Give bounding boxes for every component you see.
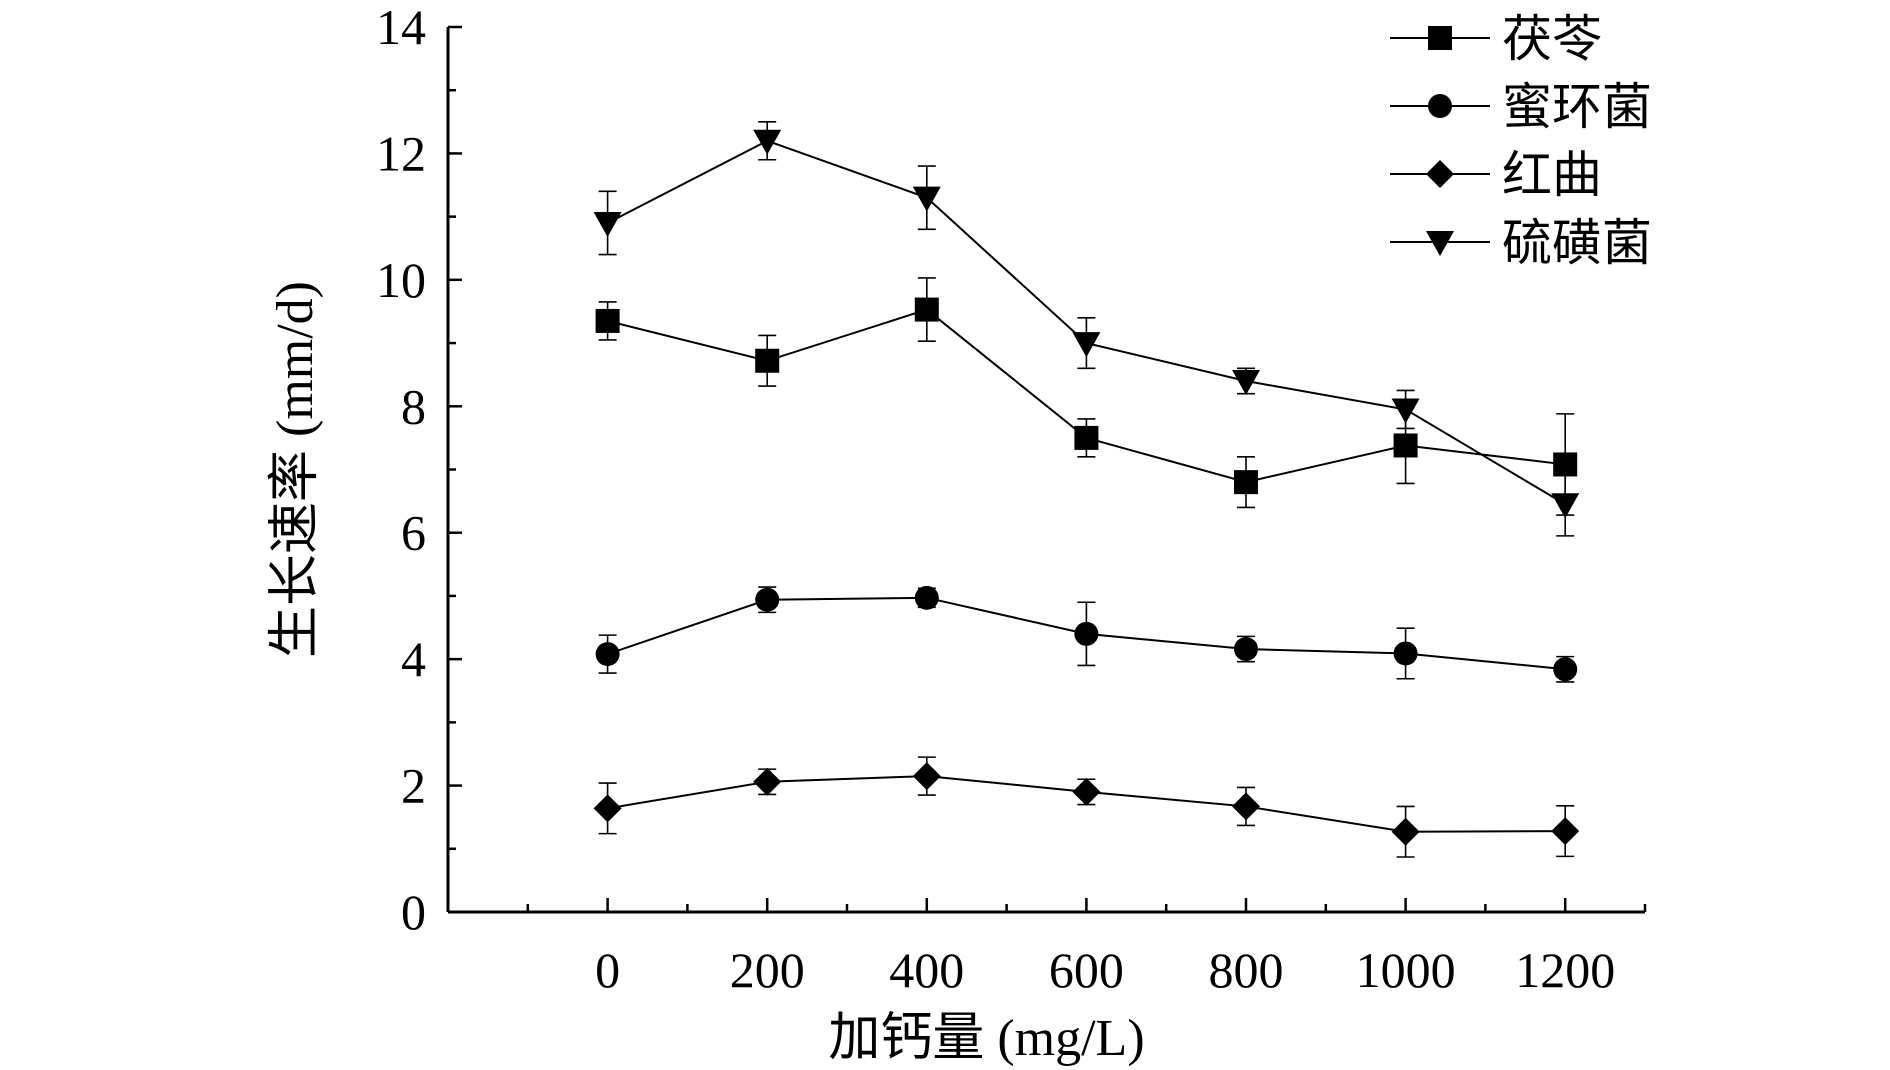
- y-tick-label: 2: [401, 758, 426, 814]
- data-point: [914, 585, 939, 610]
- legend-label: 红曲: [1502, 147, 1602, 203]
- data-point: [1391, 817, 1420, 846]
- legend-item: 硫磺菌: [1390, 215, 1652, 271]
- axes: 0 2 4 6 8 10 12 14 0 200 400 600 800 1000 1200: [376, 0, 1647, 998]
- y-axis-title: 生长速率 (mm/d): [267, 281, 324, 658]
- data-point: [1234, 470, 1258, 495]
- y-tick-label: 10: [376, 252, 426, 308]
- x-axis-title: 加钙量 (mg/L): [828, 1010, 1144, 1067]
- data-point: [1234, 637, 1258, 662]
- y-tick-label: 8: [401, 378, 426, 434]
- y-tick-label: 12: [376, 125, 426, 181]
- legend-marker: [1426, 160, 1454, 188]
- x-tick-label: 800: [1209, 942, 1284, 998]
- data-point: [1393, 433, 1418, 458]
- x-tick-label: 1200: [1515, 942, 1615, 998]
- x-tick-label: 400: [889, 942, 964, 998]
- legend-item: 蜜环菌: [1390, 79, 1652, 135]
- data-point: [1553, 657, 1578, 682]
- data-point: [753, 129, 782, 155]
- data-point: [1072, 332, 1101, 358]
- data-point: [1551, 493, 1580, 519]
- data-point: [593, 211, 622, 237]
- x-tick-label: 200: [730, 942, 805, 998]
- y-tick-label: 4: [401, 631, 426, 687]
- data-point: [1393, 641, 1418, 666]
- legend-label: 蜜环菌: [1502, 79, 1652, 135]
- y-tick-label: 6: [401, 505, 426, 561]
- y-tick-label: 0: [401, 884, 426, 940]
- series-3: [593, 756, 1580, 858]
- legend-label: 硫磺菌: [1502, 215, 1652, 271]
- data-point: [1072, 777, 1101, 806]
- data-point: [914, 297, 939, 322]
- x-tick-label: 0: [595, 942, 620, 998]
- data-point: [1232, 370, 1260, 395]
- legend-label: 茯苓: [1502, 11, 1602, 67]
- y-tick-label: 14: [376, 0, 426, 55]
- data-point: [912, 762, 941, 791]
- series-4: [593, 121, 1580, 537]
- plot-area: [593, 121, 1580, 858]
- data-point: [1232, 792, 1260, 821]
- data-point: [1391, 398, 1420, 424]
- x-tick-label: 600: [1049, 942, 1124, 998]
- data-point: [1551, 817, 1580, 846]
- data-point: [912, 186, 941, 212]
- data-point: [755, 348, 780, 373]
- legend-item: 茯苓: [1390, 11, 1602, 67]
- data-point: [595, 308, 620, 333]
- legend-item: 红曲: [1390, 147, 1602, 203]
- legend-marker: [1428, 94, 1452, 118]
- x-tick-label: 1000: [1356, 942, 1456, 998]
- data-point: [595, 642, 620, 667]
- data-point: [753, 767, 782, 796]
- data-point: [1074, 425, 1099, 450]
- series-2: [595, 585, 1578, 683]
- data-point: [593, 794, 622, 823]
- legend-marker: [1426, 231, 1454, 256]
- data-point: [1074, 621, 1099, 646]
- data-point: [755, 587, 780, 612]
- series-1: [595, 277, 1578, 516]
- legend-marker: [1428, 26, 1452, 50]
